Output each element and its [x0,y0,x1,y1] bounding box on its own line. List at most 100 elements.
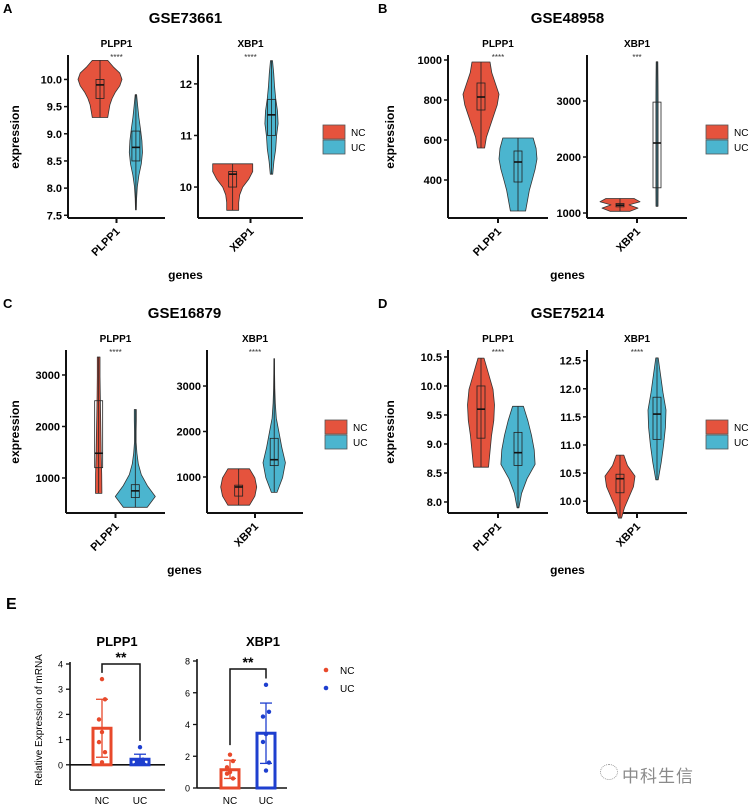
data-point [102,697,108,702]
box [513,150,523,183]
panel-c: C GSE16879 expression genes PLPP1 **** PLPP1 10… [3,296,367,577]
y-tick-label: 1 [58,735,63,745]
y-tick-label: 2000 [557,152,581,164]
y-tick-label: 0 [58,760,63,770]
x-tick-label: UC [259,796,273,807]
y-tick-label: 10.0 [421,381,442,393]
significance-label: ** [243,654,254,670]
panel-letter: D [378,296,387,311]
panel-title: GSE16879 [148,305,221,322]
data-point [263,682,269,688]
y-tick-label: 3000 [36,370,60,382]
y-tick-label: 11.5 [560,412,581,424]
box [615,473,625,494]
y-tick-label: 12.0 [560,384,581,396]
subplot-title: XBP1 [242,334,269,345]
y-tick-label: 4 [185,720,190,730]
y-tick-label: 7.5 [47,210,62,222]
legend-label: UC [340,684,354,695]
significance-label: **** [110,53,122,62]
subplot-xbp1: XBP1 **** XBP1 10.0 10.5 11.0 11.5 12.0 12.5 [560,334,687,549]
box [131,130,141,162]
subplot-plpp1: PLPP1 **** PLPP1 1000 2000 3000 [36,334,165,554]
y-tick-label: 6 [185,688,190,698]
data-point [260,714,266,719]
legend-label: NC [734,128,748,139]
y-axis-label: Relative Expression of mRNA [34,654,45,786]
subplot-title: XBP1 [624,334,651,345]
legend-label: UC [734,143,748,154]
panel-a: A GSE73661 expression genes PLPP1 **** PLPP1 7.… [3,1,365,282]
legend-label: NC [340,666,354,677]
panel-b: B GSE48958 expression genes PLPP1 **** PLPP1 40… [378,1,748,282]
legend-swatch-nc [322,124,346,140]
significance-label: **** [109,348,121,357]
y-axis-label: expression [383,105,397,168]
y-tick-label: 10.5 [421,352,442,364]
y-tick-label: 9.0 [427,439,442,451]
data-point [224,765,230,770]
y-axis-label: expression [8,400,22,463]
subplot-xbp1: XBP1 **** XBP1 1000 2000 3000 [177,334,303,549]
x-tick-label: PLPP1 [471,226,504,259]
data-point [99,729,105,735]
box [269,437,279,467]
data-point [266,760,272,765]
panel-letter: A [3,1,13,16]
subplot-title: XBP1 [237,39,264,50]
data-point [99,760,105,765]
panel-title: GSE75214 [531,305,605,322]
x-tick-label: UC [133,796,147,807]
legend-swatch-uc [705,434,729,450]
significance-label: **** [249,348,261,357]
y-tick-label: 2000 [177,427,201,439]
subplot-plpp1: PLPP1 **** PLPP1 8.0 8.5 9.0 9.5 10.0 10.5 [421,334,548,554]
panel-title: GSE73661 [149,10,222,27]
data-point [140,760,146,765]
subplot-xbp1: XBP1 **** XBP1 10 11 12 [180,39,303,254]
box [652,101,662,189]
subplot-title: XBP1 [246,634,280,649]
data-point [99,676,105,682]
y-tick-label: 2000 [36,421,60,433]
y-tick-label: 4 [58,660,63,670]
data-point [263,768,269,773]
subplot-title: XBP1 [624,39,651,50]
y-tick-label: 9.0 [47,129,62,141]
legend-swatch-uc [324,434,348,450]
subplot-plpp1: PLPP1 **** PLPP1 400 600 800 1000 [418,39,548,259]
y-tick-label: 1000 [557,208,581,220]
legend-swatch-nc [705,419,729,435]
x-tick-label: XBP1 [614,521,643,550]
y-tick-label: 8.0 [47,183,62,195]
legend-swatch-nc [705,124,729,140]
y-tick-label: 11.0 [560,440,581,452]
y-tick-label: 3000 [557,96,581,108]
y-tick-label: 10.0 [41,74,62,86]
x-tick-label: PLPP1 [471,521,504,554]
y-tick-label: 8.5 [47,156,62,168]
x-tick-label: XBP1 [232,521,261,550]
significance-label: **** [492,53,504,62]
subplot-title: PLPP1 [482,39,514,50]
significance-label: **** [631,348,643,357]
box [94,400,104,469]
box [476,385,486,439]
y-tick-label: 1000 [418,55,442,67]
x-tick-label: XBP1 [614,226,643,255]
y-tick-label: 11 [180,130,192,142]
y-tick-label: 3000 [177,381,201,393]
data-point [96,739,102,745]
y-tick-label: 10.5 [560,468,581,480]
significance-bracket [229,668,267,746]
data-point [230,776,236,781]
data-point [224,771,230,776]
y-tick-label: 600 [424,135,442,147]
data-point [260,739,266,745]
x-axis-label: genes [168,268,203,282]
legend-label: NC [734,423,748,434]
legend-swatch-uc [705,139,729,155]
x-axis-label: genes [550,268,585,282]
box [228,171,238,188]
x-axis-label: genes [550,563,585,577]
